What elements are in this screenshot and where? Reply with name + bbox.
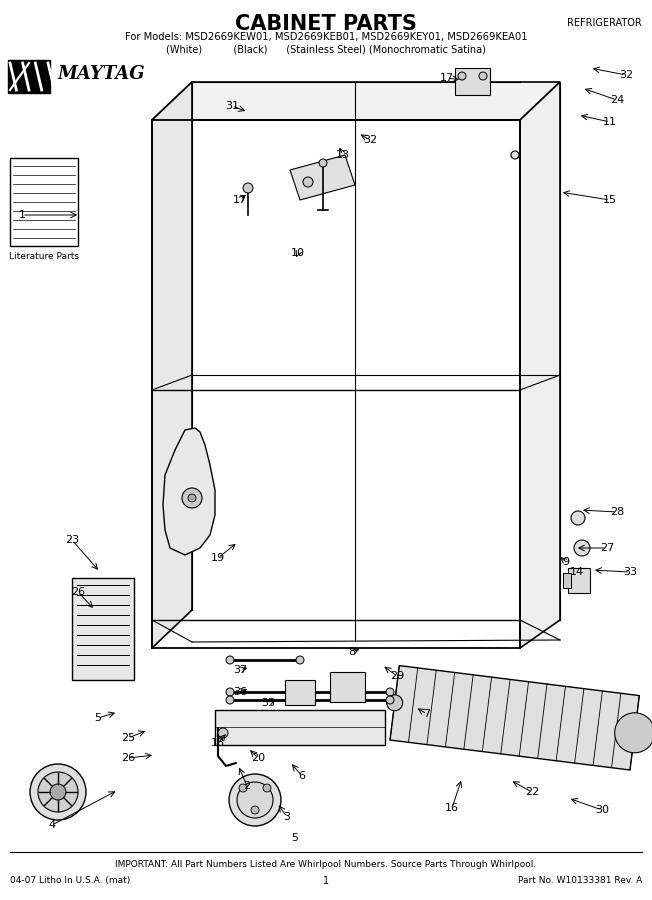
Text: 5: 5 <box>291 833 299 843</box>
Text: 23: 23 <box>65 535 79 545</box>
Circle shape <box>386 688 394 696</box>
Text: 35: 35 <box>261 698 275 708</box>
Polygon shape <box>290 155 355 200</box>
Circle shape <box>615 713 652 752</box>
Circle shape <box>182 488 202 508</box>
Circle shape <box>218 728 228 738</box>
Text: (White)          (Black)      (Stainless Steel) (Monochromatic Satina): (White) (Black) (Stainless Steel) (Monoc… <box>166 45 486 55</box>
Bar <box>10 158 78 246</box>
Circle shape <box>188 494 196 502</box>
Text: IMPORTANT: All Part Numbers Listed Are Whirlpool Numbers. Source Parts Through W: IMPORTANT: All Part Numbers Listed Are W… <box>115 860 537 869</box>
Text: 10: 10 <box>291 248 305 258</box>
Circle shape <box>251 806 259 814</box>
Circle shape <box>239 784 247 792</box>
Bar <box>8 60 50 93</box>
Circle shape <box>319 159 327 167</box>
Text: 2: 2 <box>243 781 250 791</box>
Text: 8: 8 <box>348 647 355 657</box>
Text: 32: 32 <box>619 70 633 80</box>
Circle shape <box>226 688 234 696</box>
Text: 29: 29 <box>390 671 404 681</box>
Circle shape <box>50 784 66 800</box>
Polygon shape <box>455 68 490 95</box>
Text: 3: 3 <box>284 812 291 822</box>
Circle shape <box>511 151 519 159</box>
Circle shape <box>263 784 271 792</box>
Text: 17: 17 <box>440 73 454 83</box>
Bar <box>285 680 315 705</box>
Text: 26: 26 <box>121 753 135 763</box>
Circle shape <box>296 656 304 664</box>
Text: 13: 13 <box>336 150 350 160</box>
Text: 9: 9 <box>563 557 570 567</box>
Text: 19: 19 <box>211 553 225 563</box>
Text: CABINET PARTS: CABINET PARTS <box>235 14 417 34</box>
Circle shape <box>226 656 234 664</box>
Circle shape <box>229 774 281 826</box>
Text: 25: 25 <box>121 733 135 743</box>
Circle shape <box>574 540 590 556</box>
Circle shape <box>458 72 466 80</box>
Text: 26: 26 <box>71 587 85 597</box>
Circle shape <box>303 177 313 187</box>
Polygon shape <box>390 666 640 770</box>
Text: 24: 24 <box>610 95 624 105</box>
Text: 32: 32 <box>363 135 377 145</box>
Bar <box>568 568 590 593</box>
Text: 4: 4 <box>48 820 55 830</box>
Text: 20: 20 <box>251 753 265 763</box>
Text: 15: 15 <box>603 195 617 205</box>
Text: For Models: MSD2669KEW01, MSD2669KEB01, MSD2669KEY01, MSD2669KEA01: For Models: MSD2669KEW01, MSD2669KEB01, … <box>125 32 527 42</box>
Text: MAYTAG: MAYTAG <box>58 65 145 83</box>
Text: 22: 22 <box>525 787 539 797</box>
Text: 37: 37 <box>233 665 247 675</box>
Text: Part No. W10133381 Rev. A: Part No. W10133381 Rev. A <box>518 876 642 885</box>
Text: 27: 27 <box>600 543 614 553</box>
Text: 04-07 Litho In U.S.A. (mat): 04-07 Litho In U.S.A. (mat) <box>10 876 130 885</box>
Text: 33: 33 <box>623 567 637 577</box>
Text: 1: 1 <box>323 876 329 886</box>
Polygon shape <box>152 82 560 120</box>
Polygon shape <box>215 710 385 745</box>
Bar <box>330 672 365 702</box>
Circle shape <box>387 695 403 711</box>
Text: 17: 17 <box>233 195 247 205</box>
Text: REFRIGERATOR: REFRIGERATOR <box>567 18 642 28</box>
Bar <box>563 573 571 588</box>
Circle shape <box>237 782 273 818</box>
Text: 16: 16 <box>445 803 459 813</box>
Polygon shape <box>163 428 215 555</box>
Text: 28: 28 <box>610 507 624 517</box>
Circle shape <box>226 696 234 704</box>
Circle shape <box>386 696 394 704</box>
Text: 7: 7 <box>423 709 430 719</box>
Circle shape <box>479 72 487 80</box>
Text: Literature Parts: Literature Parts <box>9 252 79 261</box>
Bar <box>72 578 134 680</box>
Circle shape <box>38 772 78 812</box>
Text: 14: 14 <box>570 567 584 577</box>
Text: 5: 5 <box>95 713 102 723</box>
Text: 30: 30 <box>595 805 609 815</box>
Text: 11: 11 <box>603 117 617 127</box>
Polygon shape <box>152 82 192 648</box>
Text: 18: 18 <box>211 738 225 748</box>
Polygon shape <box>520 82 560 648</box>
Text: 31: 31 <box>225 101 239 111</box>
Text: 1: 1 <box>18 210 25 220</box>
Text: 6: 6 <box>299 771 306 781</box>
Circle shape <box>30 764 86 820</box>
Circle shape <box>243 183 253 193</box>
Text: 36: 36 <box>233 687 247 697</box>
Circle shape <box>571 511 585 525</box>
